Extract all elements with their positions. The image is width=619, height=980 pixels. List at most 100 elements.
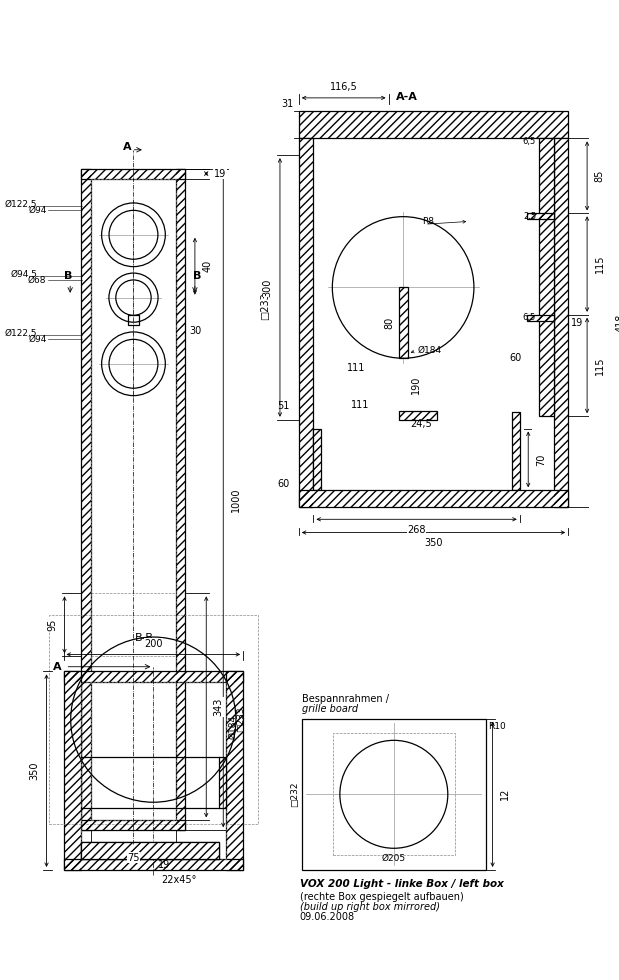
Bar bbox=[64, 671, 80, 870]
Bar bbox=[80, 682, 226, 859]
Text: 6,5: 6,5 bbox=[523, 314, 536, 322]
Text: 31: 31 bbox=[281, 99, 293, 109]
Text: Bespannrahmen /: Bespannrahmen / bbox=[301, 694, 389, 704]
Text: 19: 19 bbox=[158, 859, 170, 869]
Bar bbox=[82, 820, 186, 830]
Bar bbox=[553, 138, 568, 507]
Bar bbox=[527, 214, 553, 220]
Bar bbox=[64, 859, 243, 870]
Bar bbox=[527, 315, 553, 320]
Bar bbox=[301, 718, 486, 870]
Text: 19: 19 bbox=[214, 169, 226, 178]
Bar bbox=[82, 169, 92, 830]
Text: A-A: A-A bbox=[396, 92, 418, 102]
Text: □232: □232 bbox=[290, 782, 299, 808]
Bar bbox=[399, 287, 408, 358]
Bar bbox=[313, 428, 321, 490]
Text: 40: 40 bbox=[202, 260, 212, 272]
Text: 350: 350 bbox=[424, 538, 443, 548]
Text: 418: 418 bbox=[615, 314, 619, 332]
Text: Ø184: Ø184 bbox=[228, 715, 237, 739]
Bar bbox=[299, 138, 313, 507]
Text: 268: 268 bbox=[407, 525, 426, 535]
Text: 19: 19 bbox=[571, 318, 583, 327]
Text: 60: 60 bbox=[509, 353, 521, 363]
Text: 343: 343 bbox=[214, 698, 224, 716]
Text: 300: 300 bbox=[262, 278, 272, 297]
Text: B: B bbox=[193, 270, 201, 280]
Text: 60: 60 bbox=[277, 479, 290, 489]
Text: Ø205: Ø205 bbox=[382, 854, 406, 862]
Bar bbox=[299, 111, 568, 138]
Bar bbox=[333, 733, 455, 856]
Bar bbox=[399, 411, 438, 419]
Bar bbox=[527, 315, 553, 320]
Bar bbox=[399, 287, 408, 358]
Text: 30: 30 bbox=[189, 325, 201, 336]
Text: 80: 80 bbox=[384, 317, 394, 329]
Bar bbox=[226, 671, 243, 870]
Bar bbox=[64, 671, 243, 682]
Bar bbox=[539, 138, 553, 416]
Bar bbox=[176, 169, 186, 830]
Bar bbox=[64, 859, 243, 870]
Bar bbox=[92, 178, 176, 820]
Text: B-B: B-B bbox=[134, 633, 154, 643]
Bar bbox=[512, 412, 520, 490]
Text: Ø122,5: Ø122,5 bbox=[4, 329, 37, 338]
Bar bbox=[82, 169, 186, 178]
Bar bbox=[219, 758, 226, 808]
Text: 24,5: 24,5 bbox=[410, 419, 432, 429]
Text: 85: 85 bbox=[595, 170, 605, 182]
Bar bbox=[64, 671, 243, 682]
Text: (rechte Box gespiegelt aufbauen): (rechte Box gespiegelt aufbauen) bbox=[300, 892, 464, 902]
Text: Ø184: Ø184 bbox=[417, 346, 441, 355]
Text: VOX 200 Light - linke Box / left box: VOX 200 Light - linke Box / left box bbox=[300, 879, 504, 890]
Bar bbox=[80, 842, 219, 859]
Text: □233: □233 bbox=[236, 707, 246, 732]
Text: A: A bbox=[53, 662, 62, 671]
Text: R10: R10 bbox=[488, 721, 506, 731]
Bar bbox=[82, 820, 186, 830]
Text: 111: 111 bbox=[347, 363, 365, 372]
Bar bbox=[80, 842, 219, 859]
Text: 116,5: 116,5 bbox=[330, 82, 358, 92]
Text: 51: 51 bbox=[277, 402, 290, 412]
Bar bbox=[299, 111, 568, 138]
Text: 111: 111 bbox=[350, 400, 369, 410]
Text: 190: 190 bbox=[410, 375, 421, 394]
Text: B: B bbox=[64, 270, 72, 280]
Bar bbox=[399, 411, 438, 419]
Text: 12: 12 bbox=[500, 788, 510, 801]
Text: grille board: grille board bbox=[301, 704, 358, 714]
Bar bbox=[219, 758, 226, 808]
Bar bbox=[176, 169, 186, 830]
Text: (build up right box mirrored): (build up right box mirrored) bbox=[300, 902, 440, 912]
Text: A: A bbox=[123, 142, 131, 152]
Bar bbox=[539, 138, 553, 416]
Bar bbox=[82, 169, 186, 178]
Text: 75: 75 bbox=[128, 853, 140, 863]
Bar bbox=[512, 412, 520, 490]
Text: 22x45°: 22x45° bbox=[161, 874, 196, 885]
Text: 115: 115 bbox=[595, 357, 605, 374]
Bar bbox=[527, 214, 553, 220]
Text: 09.06.2008: 09.06.2008 bbox=[300, 912, 355, 922]
Text: 200: 200 bbox=[144, 639, 163, 649]
Text: 350: 350 bbox=[29, 761, 39, 780]
Text: 1000: 1000 bbox=[231, 487, 241, 512]
Bar bbox=[553, 138, 568, 507]
Bar bbox=[226, 671, 243, 870]
Text: Ø94: Ø94 bbox=[28, 335, 46, 344]
Bar bbox=[82, 169, 92, 830]
Bar bbox=[299, 138, 313, 507]
Bar bbox=[128, 316, 139, 325]
Text: Ø68: Ø68 bbox=[28, 275, 46, 284]
Text: 115: 115 bbox=[595, 255, 605, 273]
Text: Ø122,5: Ø122,5 bbox=[4, 200, 37, 210]
Text: R8: R8 bbox=[422, 217, 434, 225]
Text: Ø94: Ø94 bbox=[28, 206, 46, 215]
Text: 6,5: 6,5 bbox=[523, 137, 536, 146]
Text: 95: 95 bbox=[47, 618, 57, 631]
Bar bbox=[49, 615, 258, 824]
